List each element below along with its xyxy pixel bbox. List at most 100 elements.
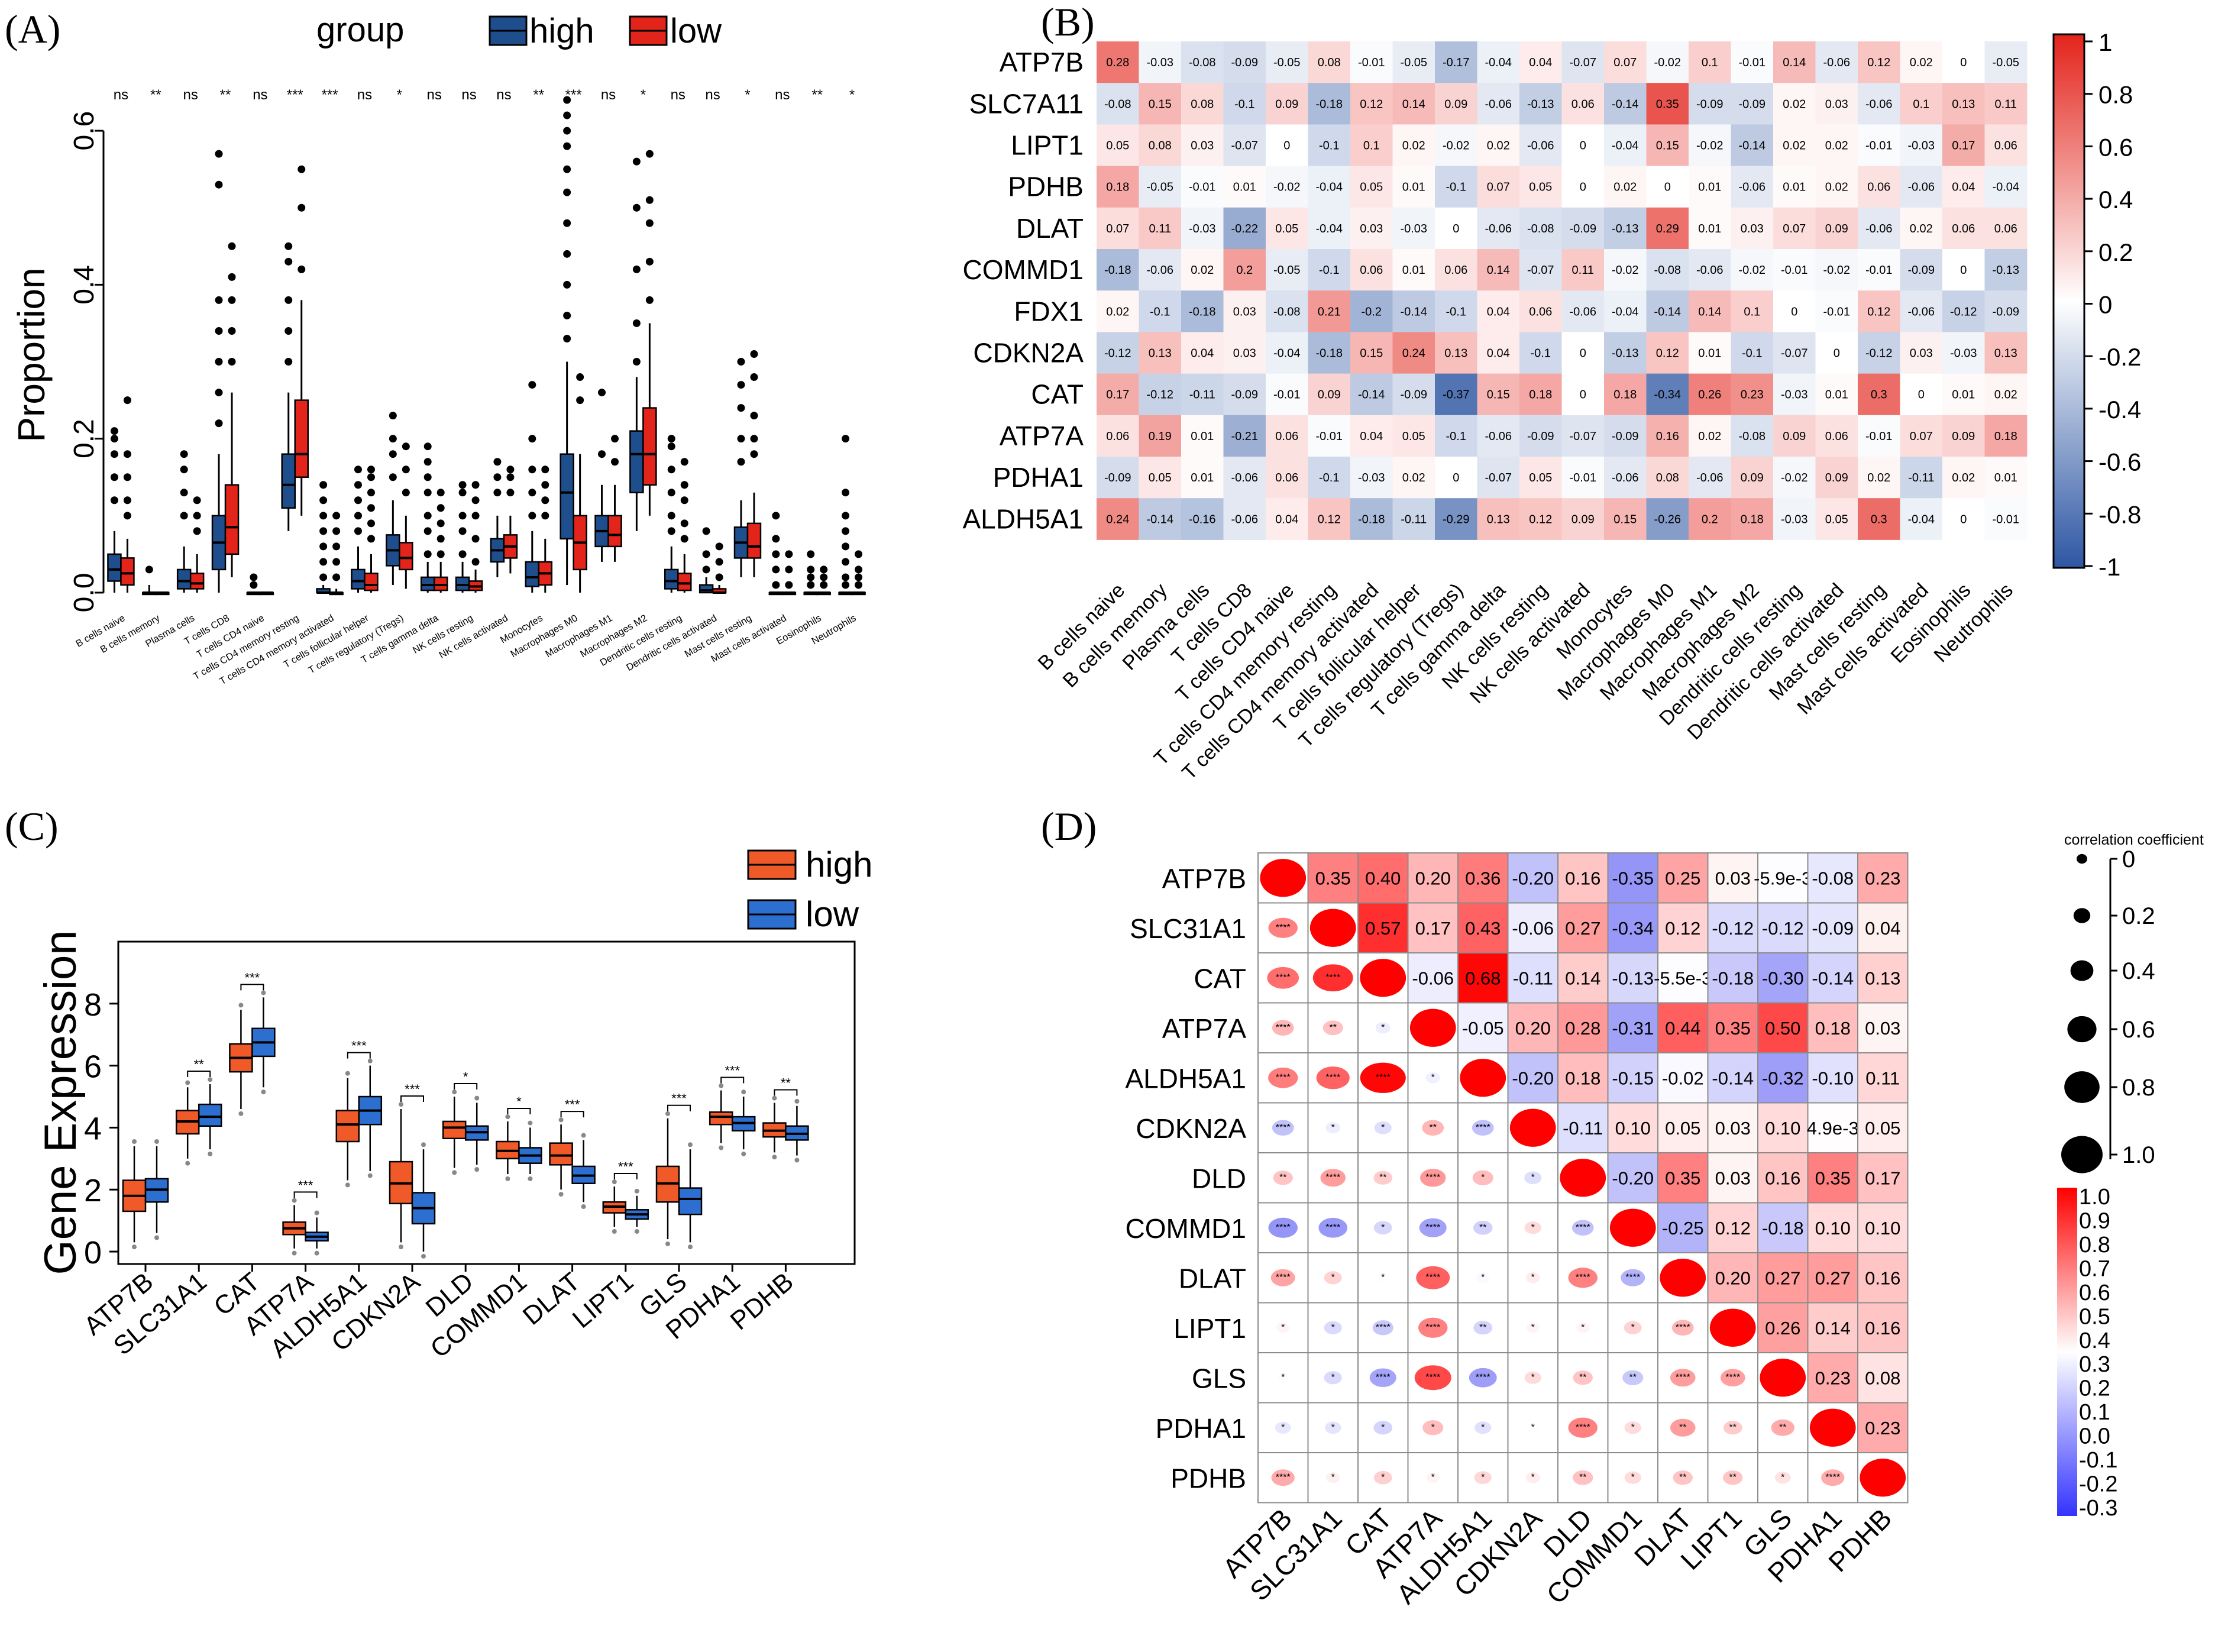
outlier-point — [528, 1120, 533, 1126]
outlier-point — [423, 458, 432, 466]
matrix-value: -0.08 — [1812, 868, 1854, 888]
outlier-point — [332, 573, 341, 581]
significance-stars: **** — [1325, 1223, 1340, 1233]
outlier-point — [772, 565, 780, 574]
heatmap-cell — [1223, 83, 1266, 125]
heatmap-cell-value: 0.01 — [1402, 181, 1425, 194]
outlier-point — [528, 512, 536, 520]
significance-stars: * — [1381, 1223, 1385, 1233]
significance-stars: * — [1381, 1423, 1385, 1433]
heatmap-cell-value: -0.05 — [1146, 181, 1173, 194]
outlier-point — [110, 496, 118, 505]
heatmap-cell — [1689, 207, 1731, 250]
heatmap-cell-value: 0.15 — [1613, 513, 1637, 526]
significance-stars: ** — [1579, 1472, 1586, 1482]
box-high-macrophages-m2 — [629, 157, 644, 531]
heatmap-cell — [1139, 41, 1182, 83]
outlier-point — [563, 188, 571, 196]
heatmap-cell — [1773, 249, 1816, 291]
matrix-cell — [1507, 952, 1558, 1004]
matrix-ellipse — [1422, 1120, 1444, 1136]
box-low-gls — [678, 1142, 703, 1250]
matrix-cell — [1457, 902, 1509, 953]
outlier-point — [474, 1167, 480, 1172]
heatmap-cell-value: -0.05 — [1273, 264, 1301, 277]
heatmap-cell-value: -0.03 — [1358, 471, 1385, 484]
significance-label: *** — [405, 1082, 420, 1097]
heatmap-cell — [1646, 124, 1689, 167]
heatmap-cell — [1604, 83, 1647, 125]
matrix-value: 0.17 — [1865, 1168, 1900, 1188]
heatmap-cell — [1097, 373, 1139, 416]
heatmap-cell — [1266, 332, 1308, 374]
box-low-cdkn2a — [411, 1142, 436, 1259]
heatmap-cell-value: 0.01 — [1402, 264, 1425, 277]
significance-bracket — [240, 984, 264, 991]
heatmap-cell — [1223, 498, 1266, 540]
matrix-ellipse — [1473, 1321, 1493, 1335]
box-high-t-cells-cd4-naive — [246, 573, 261, 596]
outlier-point — [284, 326, 293, 335]
heatmap-cell — [1223, 457, 1266, 499]
significance-label: ns — [461, 87, 476, 103]
heatmap-cell-value: -0.01 — [1358, 56, 1385, 69]
matrix-cell — [1857, 952, 1909, 1004]
colorbar-tick-label: -0.3 — [2079, 1496, 2117, 1521]
panel-d-colorbar-ticks: 1.00.90.80.70.60.50.40.30.20.10.0-0.1-0.… — [2079, 1185, 2117, 1521]
heatmap-cell-value: -0.1 — [1446, 181, 1466, 194]
heatmap-cell — [1308, 290, 1351, 332]
matrix-ellipse — [1309, 909, 1356, 947]
significance-stars: **** — [1476, 1372, 1490, 1382]
matrix-value: 0.23 — [1815, 1367, 1851, 1388]
heatmap-cell — [1477, 457, 1520, 499]
colorbar-tick-label: 0 — [2098, 291, 2112, 319]
matrix-value: -0.14 — [1812, 968, 1854, 988]
heatmap-cell-value: -0.13 — [1527, 98, 1554, 111]
colorbar-tick-label: -0.8 — [2098, 500, 2141, 528]
matrix-value: -0.30 — [1762, 968, 1804, 988]
outlier-point — [741, 1151, 746, 1156]
outlier-point — [632, 157, 641, 166]
matrix-ellipse — [1419, 1218, 1447, 1237]
colorbar-tick-label: -0.2 — [2098, 343, 2141, 371]
matrix-value: 0.40 — [1365, 868, 1401, 888]
outlier-point — [855, 550, 863, 558]
outlier-point — [611, 458, 619, 466]
matrix-value: 0.27 — [1565, 918, 1600, 939]
matrix-value: -0.10 — [1812, 1068, 1854, 1088]
heatmap-cell-value: 0.01 — [1698, 347, 1721, 360]
outlier-point — [785, 565, 793, 574]
heatmap-cell — [1181, 415, 1224, 457]
heatmap-cell-value: -0.09 — [1612, 430, 1639, 443]
outlier-point — [702, 550, 710, 558]
matrix-value: -0.09 — [1812, 918, 1854, 939]
matrix-cell — [1857, 1052, 1909, 1104]
significance-stars: ** — [1729, 1472, 1737, 1482]
heatmap-cell-value: 0.09 — [1275, 98, 1298, 111]
heatmap-cell-value: 0.03 — [1233, 347, 1256, 360]
matrix-cell — [1407, 852, 1459, 904]
outlier-point — [563, 165, 571, 173]
colorbar-tick-label: -0.1 — [2079, 1448, 2117, 1473]
heatmap-cell — [1689, 332, 1731, 374]
outlier-point — [193, 512, 201, 520]
outlier-point — [132, 1244, 137, 1250]
heatmap-cell-value: 0.07 — [1487, 181, 1510, 194]
matrix-value: 0.26 — [1765, 1318, 1800, 1339]
y-tick-label: 0 — [84, 1235, 102, 1270]
heatmap-cell — [1773, 332, 1816, 374]
outlier-point — [541, 465, 549, 474]
box-high-cdkn2a — [389, 1102, 413, 1250]
heatmap-cell-value: 0.08 — [1191, 98, 1214, 111]
heatmap-cell — [1689, 457, 1731, 499]
outlier-point — [354, 527, 362, 535]
heatmap-cell-value: -0.06 — [1823, 56, 1850, 69]
row-label: COMMD1 — [1126, 1213, 1246, 1244]
heatmap-cell-value: -0.05 — [1992, 56, 2019, 69]
matrix-ellipse — [1568, 1417, 1598, 1438]
heatmap-cell — [1731, 415, 1774, 457]
outlier-point — [458, 481, 467, 489]
heatmap-cell — [1308, 373, 1351, 416]
heatmap-cell — [1604, 124, 1647, 167]
